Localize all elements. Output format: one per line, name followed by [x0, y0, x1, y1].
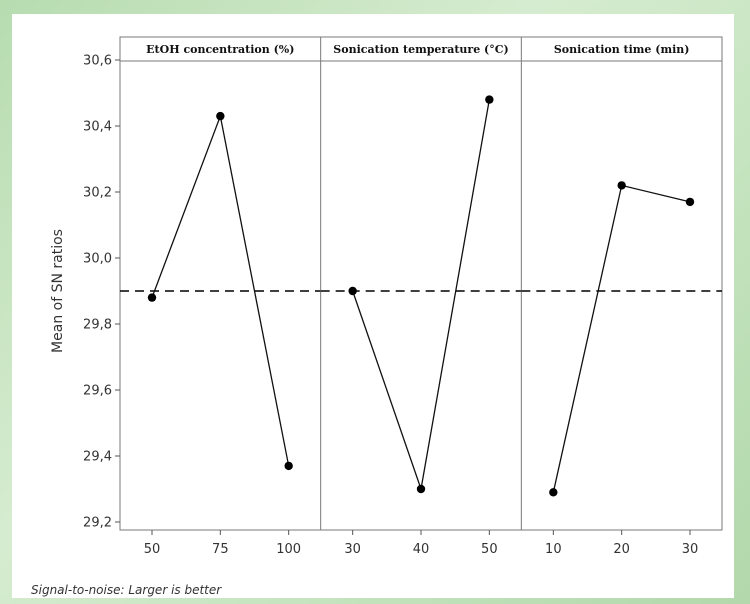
data-point: [416, 484, 426, 494]
plot-frame: [119, 36, 723, 531]
data-point: [549, 488, 558, 497]
data-point: [617, 181, 626, 190]
y-tick-label: 30,6: [83, 54, 112, 69]
footnote: Signal-to-noise: Larger is better: [31, 583, 222, 597]
y-tick-label: 29,2: [83, 516, 112, 531]
y-tick-label: 29,6: [83, 384, 112, 399]
data-point: [284, 461, 293, 471]
x-tick-label: 40: [413, 542, 430, 557]
x-tick-label: 10: [545, 542, 562, 557]
y-tick-label: 29,8: [83, 318, 112, 333]
x-tick-label: 20: [613, 542, 630, 557]
y-tick-label: 29,4: [83, 450, 112, 465]
data-point: [485, 95, 494, 104]
x-tick-label: 100: [276, 542, 301, 557]
y-tick-label: 30,4: [83, 120, 112, 135]
data-point: [147, 293, 157, 302]
y-tick-label: 30,2: [83, 186, 112, 201]
data-point: [348, 286, 357, 296]
panel-title: Sonication time (min): [554, 43, 690, 56]
x-tick-label: 30: [344, 542, 361, 557]
data-point: [685, 197, 695, 207]
x-tick-label: 50: [481, 542, 498, 557]
panel-title: EtOH concentration (%): [146, 43, 294, 56]
x-tick-label: 50: [144, 542, 161, 557]
y-tick-label: 30,0: [83, 252, 112, 267]
x-tick-label: 30: [682, 542, 699, 557]
panel-title: Sonication temperature (°C): [333, 43, 508, 56]
data-point: [216, 111, 225, 121]
y-axis-label: Mean of SN ratios: [50, 229, 66, 353]
x-tick-label: 75: [212, 542, 229, 557]
